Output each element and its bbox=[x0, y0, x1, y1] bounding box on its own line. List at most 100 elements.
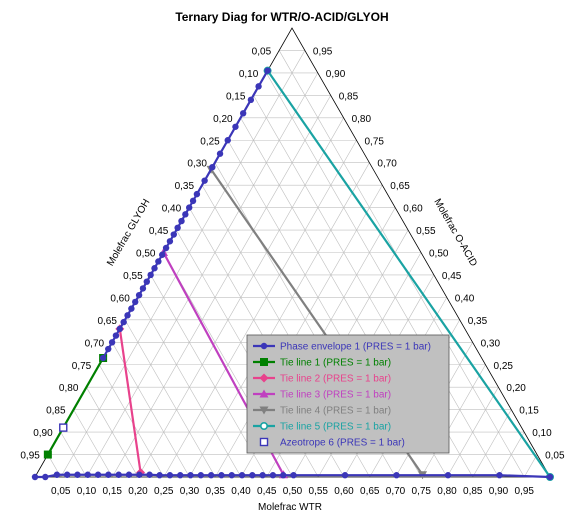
left-tick-label: 0,20 bbox=[213, 114, 233, 125]
data-point bbox=[94, 471, 102, 478]
right-tick-label: 0,20 bbox=[506, 383, 526, 394]
bottom-tick-label: 0,15 bbox=[103, 486, 123, 497]
data-point bbox=[496, 472, 503, 479]
left-tick-label: 0,15 bbox=[226, 91, 246, 102]
data-point bbox=[143, 278, 150, 285]
legend-item: Tie line 1 (PRES = 1 bar) bbox=[253, 358, 391, 369]
bottom-tick-label: 0,75 bbox=[412, 486, 432, 497]
data-point bbox=[135, 291, 143, 299]
right-tick-label: 0,40 bbox=[455, 293, 475, 304]
data-point bbox=[53, 471, 61, 478]
data-point bbox=[290, 472, 297, 479]
left-tick-label: 0,25 bbox=[200, 136, 220, 147]
data-point bbox=[170, 231, 177, 238]
right-tick-label: 0,85 bbox=[339, 91, 359, 102]
left-tick-label: 0,55 bbox=[123, 271, 143, 282]
grid-line bbox=[60, 431, 87, 478]
data-point bbox=[105, 345, 112, 353]
bottom-tick-label: 0,25 bbox=[154, 486, 174, 497]
data-point bbox=[159, 251, 166, 258]
left-tick-label: 0,90 bbox=[33, 428, 53, 439]
data-point bbox=[182, 211, 189, 218]
bottom-tick-label: 0,60 bbox=[334, 486, 354, 497]
left-tick-label: 0,45 bbox=[149, 226, 169, 237]
bottom-tick-label: 0,20 bbox=[128, 486, 148, 497]
data-point bbox=[136, 471, 143, 478]
left-tick-label: 0,10 bbox=[239, 69, 259, 80]
bottom-tick-label: 0,50 bbox=[283, 486, 303, 497]
data-point bbox=[193, 190, 201, 198]
left-tick-label: 0,95 bbox=[20, 451, 40, 462]
data-point bbox=[247, 96, 255, 104]
grid-line bbox=[124, 319, 216, 478]
bottom-tick-label: 0,95 bbox=[515, 486, 535, 497]
legend-marker bbox=[259, 373, 269, 383]
right-tick-label: 0,15 bbox=[519, 406, 539, 417]
grid-line bbox=[163, 140, 357, 478]
legend-marker bbox=[259, 437, 269, 447]
data-point bbox=[218, 472, 225, 479]
bottom-tick-label: 0,40 bbox=[231, 486, 251, 497]
legend-marker bbox=[260, 342, 268, 350]
legend-item: Tie line 3 (PRES = 1 bar) bbox=[253, 389, 391, 401]
bottom-tick-label: 0,30 bbox=[180, 486, 200, 497]
data-point bbox=[207, 472, 215, 479]
data-point bbox=[186, 204, 193, 211]
legend-marker bbox=[259, 389, 269, 398]
legend-label: Tie line 2 (PRES = 1 bar) bbox=[280, 374, 391, 385]
bottom-tick-label: 0,85 bbox=[463, 486, 483, 497]
data-point bbox=[125, 471, 133, 478]
legend-box bbox=[246, 334, 450, 454]
data-point bbox=[166, 238, 174, 245]
data-point bbox=[259, 472, 266, 479]
data-point bbox=[239, 110, 247, 117]
data-point bbox=[112, 332, 120, 339]
data-point bbox=[42, 473, 49, 481]
grid-line bbox=[60, 50, 306, 478]
bottom-tick-label: 0,70 bbox=[386, 486, 406, 497]
grid-line bbox=[420, 364, 486, 478]
right-tick-label: 0,10 bbox=[532, 428, 552, 439]
legend-label: Tie line 3 (PRES = 1 bar) bbox=[280, 390, 391, 401]
right-tick-label: 0,05 bbox=[545, 451, 565, 462]
data-point bbox=[238, 472, 246, 479]
data-point bbox=[155, 258, 162, 265]
left-tick-label: 0,50 bbox=[136, 249, 156, 260]
data-point bbox=[151, 265, 158, 272]
grid-line bbox=[111, 95, 331, 478]
grid-line bbox=[86, 387, 139, 478]
left-tick-label: 0,65 bbox=[97, 316, 117, 327]
chart-title: Ternary Diag for WTR/O-ACID/GLYOH bbox=[175, 10, 388, 24]
data-point bbox=[63, 471, 71, 478]
data-point bbox=[99, 354, 107, 362]
data-point bbox=[269, 472, 277, 479]
legend-item: Tie line 4 (PRES = 1 bar) bbox=[253, 406, 391, 417]
right-tick-label: 0,45 bbox=[442, 271, 462, 282]
left-tick-label: 0,60 bbox=[110, 293, 130, 304]
series-line bbox=[118, 328, 142, 473]
bottom-tick-label: 0,35 bbox=[206, 486, 226, 497]
right-tick-label: 0,25 bbox=[494, 361, 514, 372]
data-point bbox=[209, 163, 216, 171]
data-point bbox=[224, 137, 231, 144]
legend-label: Phase envelope 1 (PRES = 1 bar) bbox=[280, 342, 431, 353]
legend-item: Tie line 5 (PRES = 1 bar) bbox=[253, 422, 391, 433]
series-line bbox=[266, 70, 551, 478]
data-point bbox=[197, 472, 205, 479]
data-point bbox=[162, 244, 170, 252]
right-tick-label: 0,55 bbox=[416, 226, 436, 237]
data-point bbox=[115, 471, 122, 478]
data-point bbox=[31, 473, 39, 481]
grid-line bbox=[137, 297, 242, 478]
data-point bbox=[341, 472, 349, 479]
right-tick-label: 0,70 bbox=[377, 159, 397, 170]
data-point bbox=[178, 217, 185, 225]
left-tick-label: 0,75 bbox=[72, 361, 92, 372]
legend-marker bbox=[259, 406, 269, 415]
data-point bbox=[189, 197, 197, 205]
data-point bbox=[146, 471, 153, 478]
right-tick-label: 0,90 bbox=[326, 69, 346, 80]
data-point bbox=[59, 423, 68, 432]
data-point bbox=[139, 285, 147, 292]
